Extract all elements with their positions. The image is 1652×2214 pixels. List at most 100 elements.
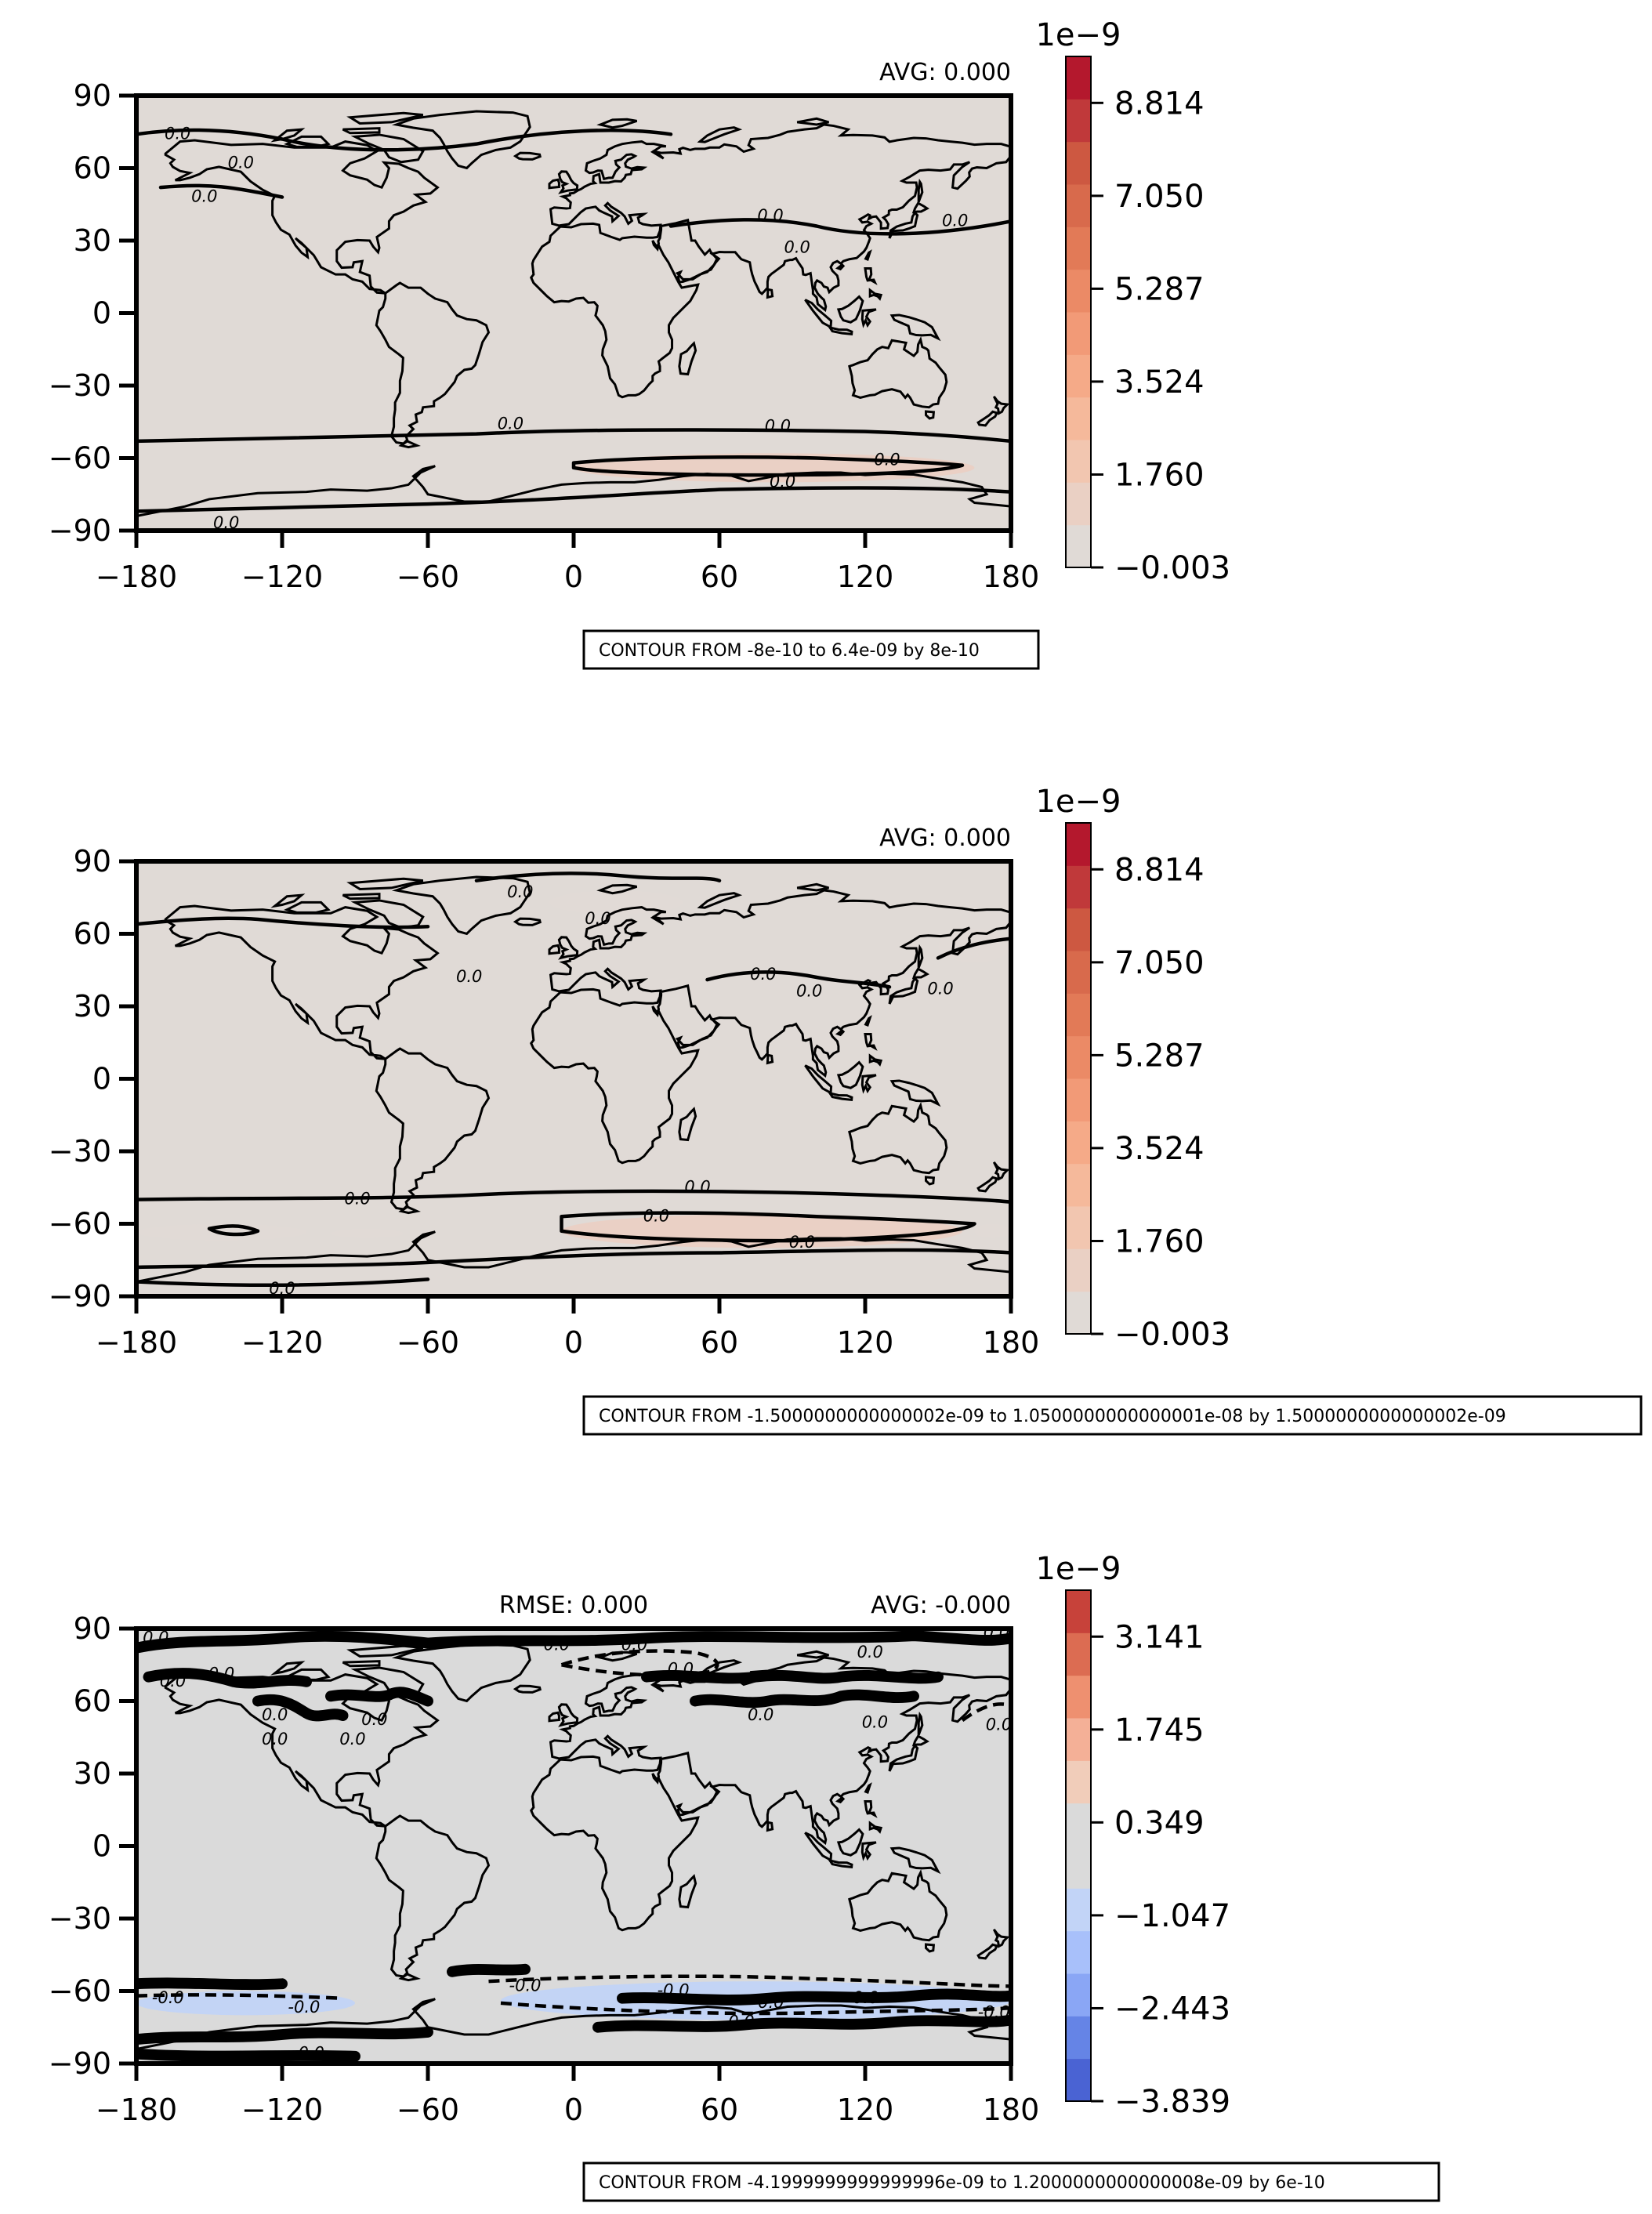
colorbar-exponent: 1e−9 [1035,17,1121,53]
map-panel-3: 0.00.00.00.0 0.00.00.00.0 0.00.00.00.00.00… [49,1551,1440,2202]
colorbar-segment [1066,823,1091,866]
y-tick-label: −90 [49,1279,111,1314]
x-tick-label: 120 [837,1325,894,1360]
field-region [549,890,683,915]
contour-label: 0.0 [748,1705,773,1724]
colorbar-tick-label: 3.524 [1114,364,1205,400]
contour-label: 0.0 [757,206,783,225]
y-tick-label: −60 [49,1207,111,1241]
colorbar-segment [1066,1888,1091,1932]
colorbar-segment [1066,1973,1091,2017]
y-tick-label: −90 [49,2046,111,2081]
contour-label: 0.0 [544,1636,570,1654]
field-region [331,1228,404,1239]
y-tick-label: 60 [74,151,111,186]
colorbar-segment [1066,1035,1091,1079]
colorbar-tick-label: 7.050 [1114,179,1205,215]
colorbar-tick-label: −1.047 [1114,1898,1230,1934]
x-tick-label: −120 [241,1325,323,1360]
contour-label: -0.0 [288,1998,320,2017]
contour-label: 0.0 [770,472,795,491]
contour-note-box [582,1395,1643,1436]
contour-label: -0.0 [509,1976,542,1995]
contour-label: 0.0 [298,2044,324,2063]
colorbar-segment [1066,269,1091,313]
y-tick-label: −30 [49,368,111,403]
contour-label: 0.0 [339,1730,365,1748]
colorbar-tick-label: −2.443 [1114,1991,1230,2027]
contour-label: 0.0 [507,882,533,901]
colorbar-segment [1066,1078,1091,1121]
avg-stat: AVG: 0.000 [879,59,1011,86]
contour-label: 0.0 [927,979,953,998]
contour-note-box [582,2161,1440,2202]
contour-label: -0.0 [752,1993,784,2012]
y-tick-label: 30 [74,1756,111,1791]
contour-label: 0.0 [143,1628,168,1647]
contour-label: 0.0 [621,1636,647,1654]
x-tick-label: −60 [397,2093,459,2127]
colorbar-frame [1065,822,1092,1335]
colorbar-segment [1066,1248,1091,1292]
colorbar-frame [1065,56,1092,568]
colorbar-tick-label: −3.839 [1114,2084,1230,2120]
contour-label: 0.0 [874,451,900,469]
y-tick-label: 0 [92,1829,111,1864]
colorbar: −0.003 1.760 3.524 5.287 7.050 8.814 1e−9 [1035,784,1230,1353]
colorbar-tick-label: 7.050 [1114,945,1205,981]
colorbar-tick-label: 1.745 [1114,1712,1205,1748]
colorbar-tick-label: 3.524 [1114,1131,1205,1167]
colorbar-tick-label: 8.814 [1114,852,1205,888]
colorbar-tick-label: 5.287 [1114,271,1205,307]
contour-label: 0.0 [942,211,968,230]
map-panel-2: 0.0 0.0 0.0 0.0 0.0 0.0 0.0 0.0 0.0 0.0 0.0 −180 −12… [49,784,1643,1436]
y-tick-label: −90 [49,513,111,548]
contour-label: 0.0 [750,965,776,984]
x-tick-label: −180 [96,2093,177,2127]
contour-label: 0.0 [262,1705,288,1724]
contour-label: 0.0 [784,237,810,256]
colorbar-segment [1066,1163,1091,1207]
y-tick-label: −60 [49,441,111,476]
colorbar-tick-label: −0.003 [1114,550,1230,586]
colorbar: −3.839 −2.443 −1.047 0.349 1.745 3.141 1e−9 [1035,1551,1230,2120]
contour-label: -0.0 [978,2002,1010,2021]
rmse-stat: RMSE: 0.000 [499,1592,648,1619]
contour-label: -0.0 [152,1988,184,2007]
x-tick-label: 60 [701,1325,738,1360]
y-tick-label: −30 [49,1134,111,1169]
colorbar-tick-label: 3.141 [1114,1619,1205,1655]
contour-label: 0.0 [862,1712,888,1731]
contour-label: 0.0 [165,124,190,143]
colorbar-segment [1066,2058,1091,2102]
colorbar-segment [1066,1206,1091,1249]
field-region [136,1696,161,1726]
colorbar-segment [1066,141,1091,185]
colorbar-segment [1066,993,1091,1037]
x-tick-label: 180 [983,2093,1040,2127]
colorbar-segment [1066,56,1091,100]
colorbar-segment [1066,226,1091,270]
x-tick-label: −60 [397,560,459,594]
colorbar-tick-label: 1.760 [1114,1223,1205,1259]
colorbar-segment [1066,1291,1091,1335]
colorbar-exponent: 1e−9 [1035,1551,1121,1587]
colorbar-frame [1065,1589,1092,2102]
y-tick-label: −30 [49,1901,111,1936]
x-tick-label: 0 [564,2093,583,2127]
colorbar-segment [1066,524,1091,568]
x-tick-label: 60 [701,560,738,594]
contour-note-box [582,629,1040,670]
contour-label: 0.0 [498,414,523,433]
colorbar-tick-label: 8.814 [1114,85,1205,121]
x-tick-label: −120 [241,560,323,594]
colorbar-segment [1066,1718,1091,1761]
x-tick-label: 180 [983,1325,1040,1360]
colorbar-segment [1066,99,1091,143]
contour-label: -0.0 [658,1981,690,2000]
contour-label: 0.0 [191,187,217,206]
contour-label: 0.0 [228,153,254,172]
y-tick-label: 60 [74,917,111,951]
contour-label: 0.0 [984,1623,1009,1642]
